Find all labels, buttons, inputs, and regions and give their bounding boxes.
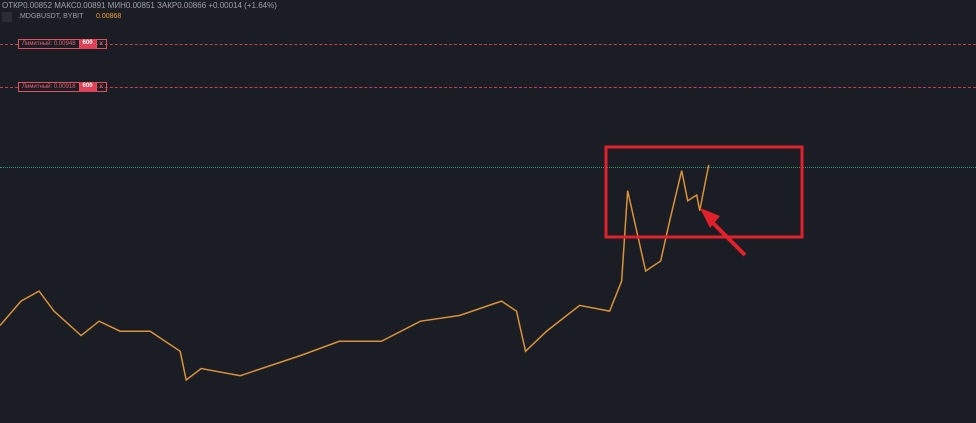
collapse[interactable] bbox=[2, 12, 12, 22]
price-line bbox=[0, 167, 976, 168]
order-type: Лимитный: bbox=[22, 41, 53, 47]
order-price: 0.00948 bbox=[53, 41, 76, 47]
order-qty: 600 bbox=[79, 39, 96, 49]
order-line bbox=[0, 44, 976, 45]
highlight-box bbox=[604, 145, 804, 239]
order[interactable]: Лимитный: 0.00918 600 ✕ bbox=[18, 82, 107, 92]
order-type: Лимитный: bbox=[22, 84, 53, 90]
order[interactable]: Лимитный: 0.00948 600 ✕ bbox=[18, 39, 107, 49]
order-line bbox=[0, 87, 976, 88]
price-line-series bbox=[0, 164, 710, 382]
close[interactable]: ✕ bbox=[95, 82, 107, 92]
order-price: 0.00918 bbox=[53, 84, 76, 90]
order-qty: 600 bbox=[79, 82, 96, 92]
arrow bbox=[706, 216, 747, 257]
arrow-head bbox=[700, 208, 720, 228]
close[interactable]: ✕ bbox=[95, 39, 107, 49]
ohlc: ОТКР0.00852 МАКС0.00891 МИН0.00851 ЗАКР0… bbox=[2, 1, 277, 10]
symbol: .MDGBUSDT, BYBIT bbox=[18, 13, 84, 20]
last-price: 0.00868 bbox=[96, 13, 122, 20]
